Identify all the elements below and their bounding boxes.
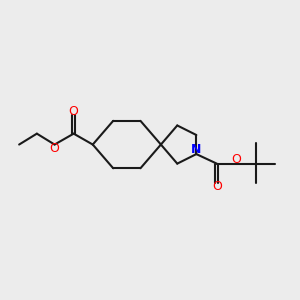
Text: N: N [191,143,202,157]
Text: O: O [69,104,79,118]
Text: O: O [212,180,222,193]
Text: O: O [50,142,59,155]
Text: O: O [231,153,241,166]
